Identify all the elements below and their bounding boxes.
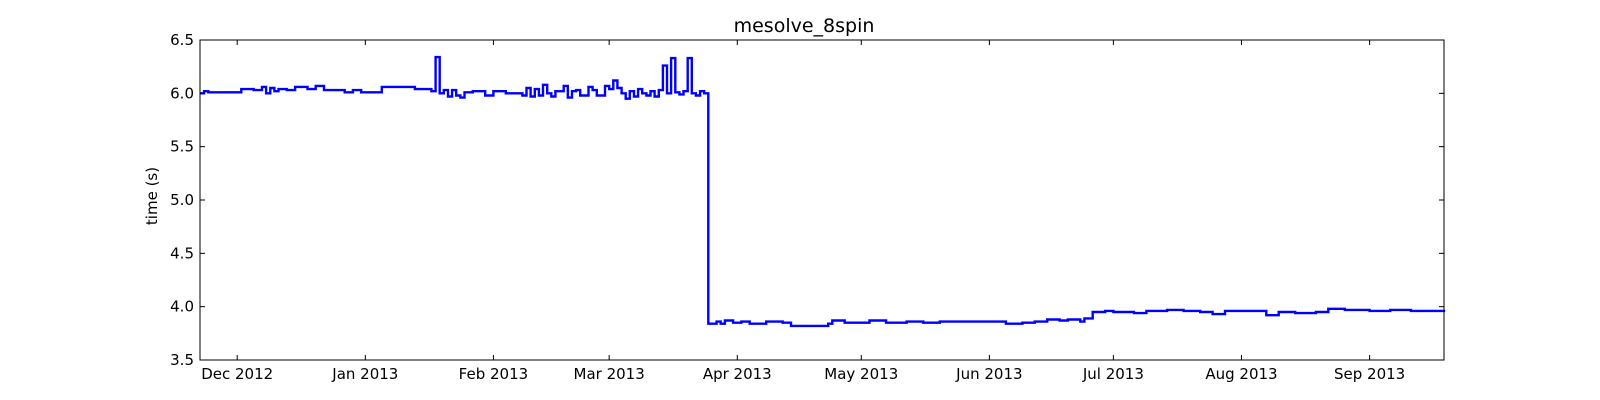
x-tick-label: Dec 2012 [201, 365, 273, 383]
y-tick-label: 4.5 [170, 244, 194, 262]
y-tick-label: 4.0 [170, 298, 194, 316]
y-tick-label: 6.5 [170, 31, 194, 49]
plot-area: 3.5 4.0 4.5 5.0 5.5 6.0 6.5 Dec 2012 Jan 2013 Feb… [170, 31, 1446, 383]
x-tick-label: Jan 2013 [331, 365, 398, 383]
series-line [200, 55, 1446, 328]
x-tick-label: Jun 2013 [955, 365, 1022, 383]
y-tick-label: 3.5 [170, 351, 194, 369]
x-tick-label: Aug 2013 [1205, 365, 1277, 383]
y-tick-label: 5.0 [170, 191, 194, 209]
x-tick-label: May 2013 [824, 365, 898, 383]
x-tick-label: Mar 2013 [574, 365, 645, 383]
x-tick-label: Sep 2013 [1334, 365, 1405, 383]
x-tick-label: Apr 2013 [703, 365, 772, 383]
x-tick-label: Jul 2013 [1082, 365, 1144, 383]
y-axis-label: time (s) [143, 167, 161, 225]
axes-frame [199, 39, 1445, 361]
chart-title: mesolve_8spin [734, 15, 875, 37]
y-tick-label: 6.0 [170, 84, 194, 102]
y-tick-label: 5.5 [170, 138, 194, 156]
x-tick-label: Feb 2013 [459, 365, 529, 383]
